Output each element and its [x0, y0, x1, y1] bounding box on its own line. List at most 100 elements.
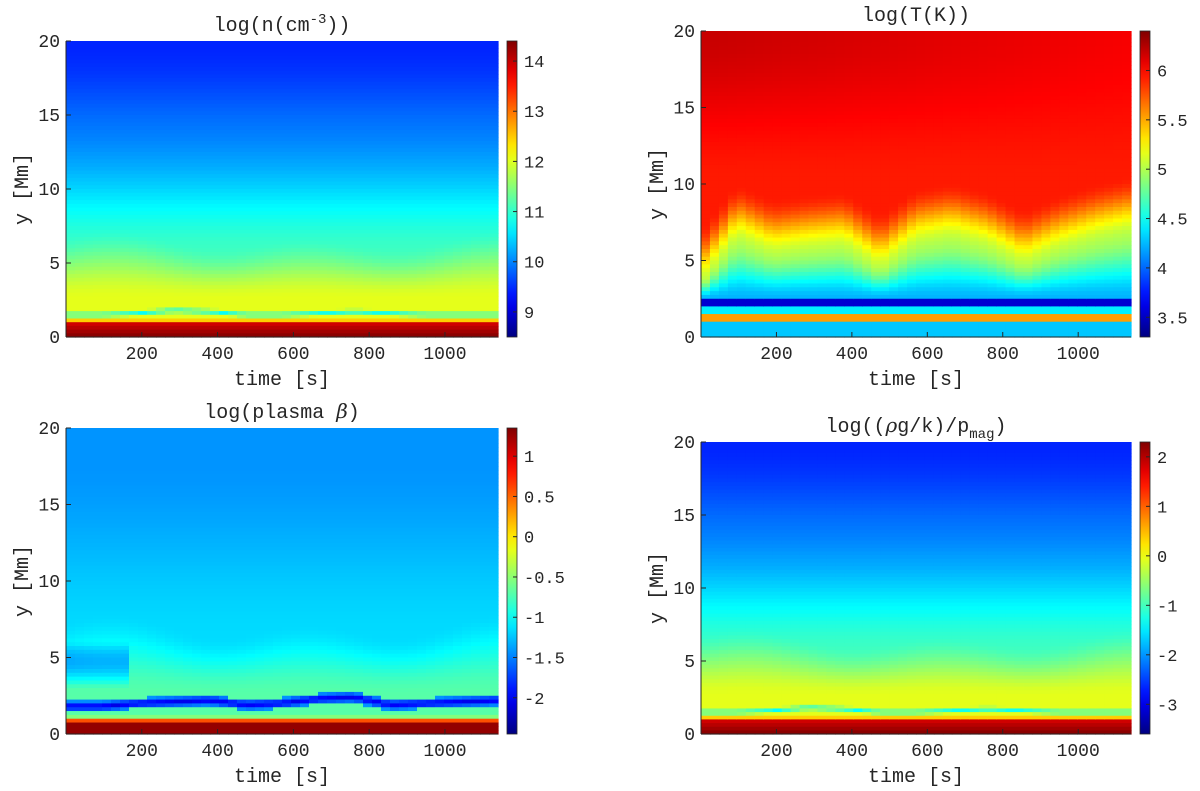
heatmap-cell [282, 96, 292, 101]
heatmap-cell [471, 163, 481, 168]
heatmap-cell [453, 274, 463, 279]
heatmap-cell [192, 255, 202, 260]
heatmap-cell [489, 126, 499, 131]
heatmap-cell [790, 298, 801, 304]
heatmap-cell [736, 176, 747, 181]
heatmap-cell [291, 307, 301, 312]
heatmap-cell [111, 248, 121, 253]
heatmap-cell [129, 303, 139, 308]
heatmap-cell [102, 115, 112, 120]
heatmap-cell [210, 122, 220, 127]
heatmap-cell [318, 285, 328, 290]
heatmap-cell [174, 78, 184, 83]
heatmap-cell [754, 249, 765, 254]
heatmap-cell [102, 74, 112, 79]
heatmap-cell [291, 170, 301, 175]
heatmap-cell [300, 52, 310, 57]
heatmap-cell [390, 63, 400, 68]
heatmap-cell [246, 218, 256, 223]
heatmap-cell [444, 115, 454, 120]
heatmap-cell [273, 155, 283, 160]
heatmap-cell [255, 63, 265, 68]
heatmap-cell [363, 85, 373, 90]
heatmap-cell [417, 237, 427, 242]
heatmap-cell [165, 240, 175, 246]
heatmap-cell [701, 46, 711, 51]
heatmap-cell [120, 255, 130, 260]
heatmap-cell [701, 233, 711, 239]
heatmap-cell [790, 264, 801, 269]
heatmap-cell [817, 118, 828, 124]
heatmap-cell [147, 59, 157, 64]
heatmap-cell [781, 103, 792, 109]
heatmap-cell [701, 157, 711, 162]
heatmap-cell [790, 31, 801, 36]
heatmap-cell [701, 191, 711, 197]
heatmap-cell [318, 333, 328, 338]
heatmap-cell [781, 65, 792, 70]
heatmap-cell [327, 148, 337, 153]
heatmap-cell [336, 140, 346, 146]
heatmap-cell [727, 325, 738, 330]
heatmap-cell [327, 85, 337, 90]
heatmap-cell [372, 322, 382, 327]
heatmap-cell [471, 196, 481, 201]
heatmap-cell [701, 298, 711, 304]
heatmap-cell [264, 292, 274, 297]
heatmap-cell [354, 244, 364, 249]
heatmap-cell [790, 203, 801, 208]
heatmap-cell [111, 307, 121, 312]
heatmap-cell [282, 70, 292, 75]
heatmap-cell [408, 218, 418, 223]
heatmap-cell [390, 307, 400, 312]
heatmap-cell [327, 177, 337, 183]
heatmap-cell [417, 314, 427, 320]
heatmap-cell [111, 240, 121, 246]
heatmap-cell [336, 70, 346, 75]
heatmap-cell [147, 233, 157, 238]
heatmap-cell [183, 207, 193, 212]
heatmap-cell [781, 214, 792, 220]
heatmap-cell [210, 270, 220, 275]
heatmap-cell [264, 263, 274, 268]
heatmap-cell [817, 195, 828, 200]
heatmap-cell [291, 70, 301, 75]
heatmap-cell [345, 107, 355, 112]
heatmap-cell [66, 181, 76, 186]
heatmap-cell [381, 74, 391, 79]
heatmap-cell [763, 57, 774, 63]
heatmap-cell [309, 325, 319, 331]
heatmap-cell [701, 249, 711, 254]
heatmap-cell [336, 266, 346, 271]
heatmap-cell [363, 140, 373, 146]
heatmap-cell [219, 181, 229, 186]
heatmap-cell [444, 137, 454, 142]
heatmap-cell [300, 55, 310, 61]
heatmap-cell [754, 126, 765, 132]
heatmap-cell [93, 288, 103, 294]
heatmap-cell [727, 99, 738, 105]
heatmap-cell [363, 274, 373, 279]
heatmap-cell [754, 229, 765, 235]
heatmap-cell [237, 288, 247, 294]
heatmap-cell [255, 78, 265, 83]
heatmap-cell [255, 270, 265, 275]
heatmap-cell [309, 155, 319, 160]
heatmap-cell [354, 270, 364, 275]
heatmap-cell [228, 44, 238, 49]
heatmap-cell [709, 206, 720, 212]
heatmap-cell [417, 288, 427, 294]
heatmap-cell [372, 244, 382, 249]
heatmap-cell [174, 100, 184, 105]
heatmap-cell [817, 233, 828, 239]
heatmap-cell [808, 168, 819, 174]
heatmap-cell [727, 314, 738, 319]
heatmap-cell [147, 133, 157, 138]
heatmap-cell [210, 78, 220, 83]
heatmap-cell [772, 57, 783, 63]
heatmap-cell [147, 181, 157, 186]
heatmap-cell [718, 184, 729, 189]
heatmap-cell [763, 195, 774, 200]
heatmap-cell [93, 222, 103, 227]
heatmap-cell [763, 130, 774, 135]
